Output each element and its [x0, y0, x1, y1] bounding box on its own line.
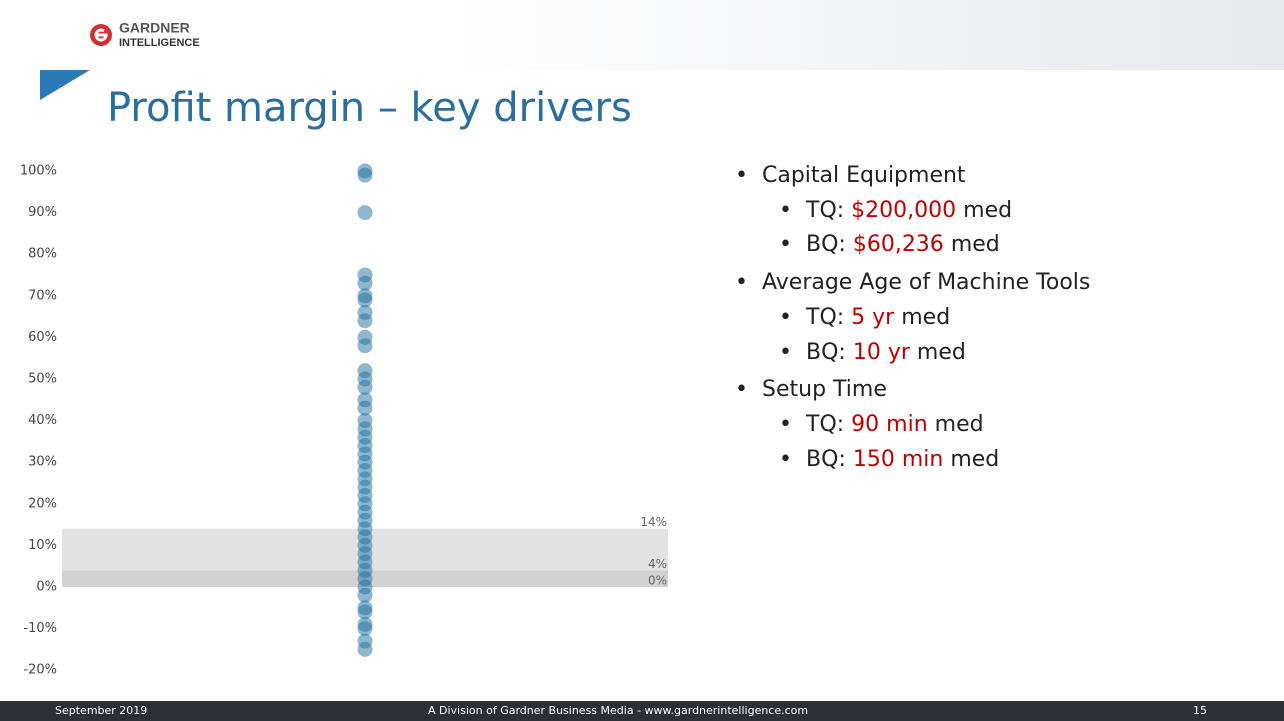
- y-tick-label: 30%: [28, 455, 57, 470]
- data-point: [357, 641, 373, 657]
- logo-top: GARDNER: [119, 20, 190, 36]
- y-tick-label: 50%: [28, 371, 57, 386]
- bullet: • Average Age of Machine Tools: [735, 270, 1091, 296]
- y-tick-label: 10%: [28, 538, 57, 553]
- footer-center: A Division of Gardner Business Media - w…: [428, 704, 809, 717]
- bullet-dot: •: [735, 377, 748, 402]
- data-point: [357, 604, 373, 620]
- sub-bullet: • BQ: 10 yr med: [779, 340, 966, 366]
- left-margin: [0, 70, 40, 701]
- sub-bullet: • TQ: 90 min med: [779, 412, 984, 438]
- bullet-text: Capital Equipment: [762, 163, 966, 188]
- data-point: [357, 205, 373, 221]
- reference-label: 14%: [640, 515, 667, 529]
- sub-value: 5 yr: [851, 305, 895, 330]
- y-tick-label: -20%: [23, 663, 57, 678]
- corner-accent: [40, 70, 90, 100]
- sub-bullet: • TQ: 5 yr med: [779, 305, 951, 331]
- sub-prefix: TQ:: [806, 305, 845, 330]
- sub-value: 150 min: [852, 447, 944, 472]
- footer-date: September 2019: [55, 704, 148, 717]
- reference-label: 4%: [648, 557, 667, 571]
- bullet-dot: •: [779, 198, 792, 223]
- bullet-dot: •: [779, 340, 792, 365]
- sub-prefix: BQ:: [806, 340, 846, 365]
- sub-value: 10 yr: [852, 340, 910, 365]
- bullet: • Capital Equipment: [735, 163, 966, 189]
- sub-suffix: med: [950, 447, 1000, 472]
- sub-prefix: TQ:: [806, 198, 845, 223]
- bullet-dot: •: [779, 447, 792, 472]
- sub-value: $200,000: [851, 198, 957, 223]
- sub-suffix: med: [934, 412, 984, 437]
- sub-bullet: • TQ: $200,000 med: [779, 198, 1013, 224]
- bullet-dot: •: [735, 163, 748, 188]
- sub-bullet: • BQ: $60,236 med: [779, 232, 1000, 258]
- sub-suffix: med: [901, 305, 951, 330]
- data-point: [357, 400, 373, 416]
- data-point: [357, 338, 373, 354]
- bullet-text: Average Age of Machine Tools: [762, 270, 1091, 295]
- logo-bottom: INTELLIGENCE: [119, 37, 200, 49]
- bullet-dot: •: [779, 232, 792, 257]
- data-point: [357, 379, 373, 395]
- reference-label: 0%: [648, 573, 667, 587]
- sub-prefix: TQ:: [806, 412, 845, 437]
- y-tick-label: -10%: [23, 621, 57, 636]
- sub-bullet: • BQ: 150 min med: [779, 447, 1000, 473]
- data-point: [357, 587, 373, 603]
- y-tick-label: 90%: [28, 205, 57, 220]
- header-band: [0, 0, 1284, 70]
- y-tick-label: 20%: [28, 496, 57, 511]
- chart: 14% 4% 0% -20% -10% 0% 10% 20% 30% 40% 50% 60% 70% 80…: [20, 163, 668, 678]
- y-tick-label: 40%: [28, 413, 57, 428]
- data-point: [357, 621, 373, 637]
- logo-glyph: [94, 28, 108, 42]
- data-point: [357, 275, 373, 291]
- sub-prefix: BQ:: [806, 232, 846, 257]
- data-point: [357, 167, 373, 183]
- y-tick-label: 0%: [36, 579, 57, 594]
- sub-suffix: med: [963, 198, 1013, 223]
- y-tick-label: 70%: [28, 288, 57, 303]
- sub-prefix: BQ:: [806, 447, 846, 472]
- sub-value: $60,236: [852, 232, 944, 257]
- sub-value: 90 min: [851, 412, 928, 437]
- footer-page: 15: [1193, 704, 1207, 717]
- data-point: [357, 313, 373, 329]
- bullet-dot: •: [779, 412, 792, 437]
- slide-title: Profit margin – key drivers: [107, 85, 632, 131]
- y-tick-label: 80%: [28, 247, 57, 262]
- y-tick-label: 100%: [20, 163, 57, 178]
- y-tick-label: 60%: [28, 330, 57, 345]
- footer: September 2019 A Division of Gardner Bus…: [0, 701, 1284, 721]
- bullet-text: Setup Time: [762, 377, 887, 402]
- sub-suffix: med: [916, 340, 966, 365]
- data-point: [357, 292, 373, 308]
- bullet-dot: •: [735, 270, 748, 295]
- sub-suffix: med: [950, 232, 1000, 257]
- bullet: • Setup Time: [735, 377, 887, 403]
- bullet-dot: •: [779, 305, 792, 330]
